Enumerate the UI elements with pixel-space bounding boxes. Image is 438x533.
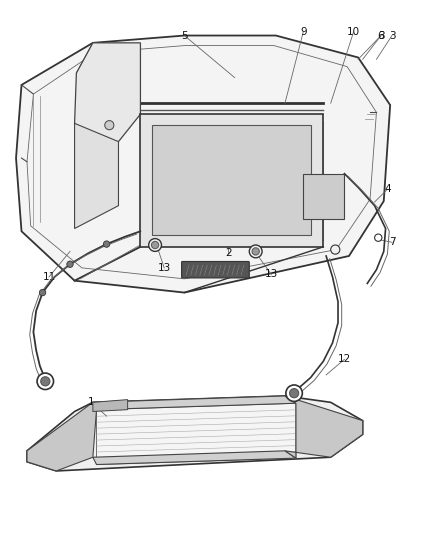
Text: 13: 13 — [158, 263, 171, 273]
Circle shape — [39, 289, 46, 296]
Circle shape — [331, 245, 340, 254]
Circle shape — [148, 239, 162, 252]
Text: 10: 10 — [347, 27, 360, 37]
Text: 6: 6 — [378, 30, 384, 41]
Circle shape — [41, 377, 50, 386]
Text: 9: 9 — [300, 27, 307, 37]
Polygon shape — [93, 451, 296, 465]
Circle shape — [67, 261, 73, 268]
Polygon shape — [16, 36, 390, 293]
Polygon shape — [93, 400, 127, 411]
Circle shape — [103, 241, 110, 247]
Polygon shape — [93, 396, 296, 410]
Polygon shape — [74, 43, 141, 146]
Circle shape — [290, 389, 299, 398]
Polygon shape — [27, 396, 363, 471]
Text: 2: 2 — [225, 248, 232, 258]
FancyBboxPatch shape — [182, 262, 249, 278]
Text: 3: 3 — [378, 30, 384, 41]
Text: 7: 7 — [389, 237, 396, 247]
Text: 6: 6 — [437, 29, 438, 39]
Polygon shape — [303, 174, 344, 220]
Polygon shape — [141, 114, 323, 247]
Circle shape — [252, 248, 259, 255]
Text: 3: 3 — [389, 30, 396, 41]
Circle shape — [105, 120, 114, 130]
Text: 8: 8 — [234, 266, 241, 277]
Text: 1: 1 — [88, 397, 94, 407]
Circle shape — [374, 234, 382, 241]
Polygon shape — [74, 123, 118, 229]
Polygon shape — [27, 402, 96, 471]
Circle shape — [249, 245, 262, 258]
Polygon shape — [96, 403, 296, 465]
Text: 11: 11 — [42, 272, 56, 282]
Text: 13: 13 — [265, 269, 278, 279]
Circle shape — [286, 385, 302, 401]
Polygon shape — [152, 125, 311, 235]
Circle shape — [152, 241, 159, 249]
Text: 12: 12 — [338, 354, 351, 365]
Text: 14: 14 — [265, 126, 278, 136]
Polygon shape — [285, 396, 363, 458]
Text: 5: 5 — [181, 30, 187, 41]
Circle shape — [37, 373, 53, 390]
Text: 4: 4 — [384, 184, 391, 194]
